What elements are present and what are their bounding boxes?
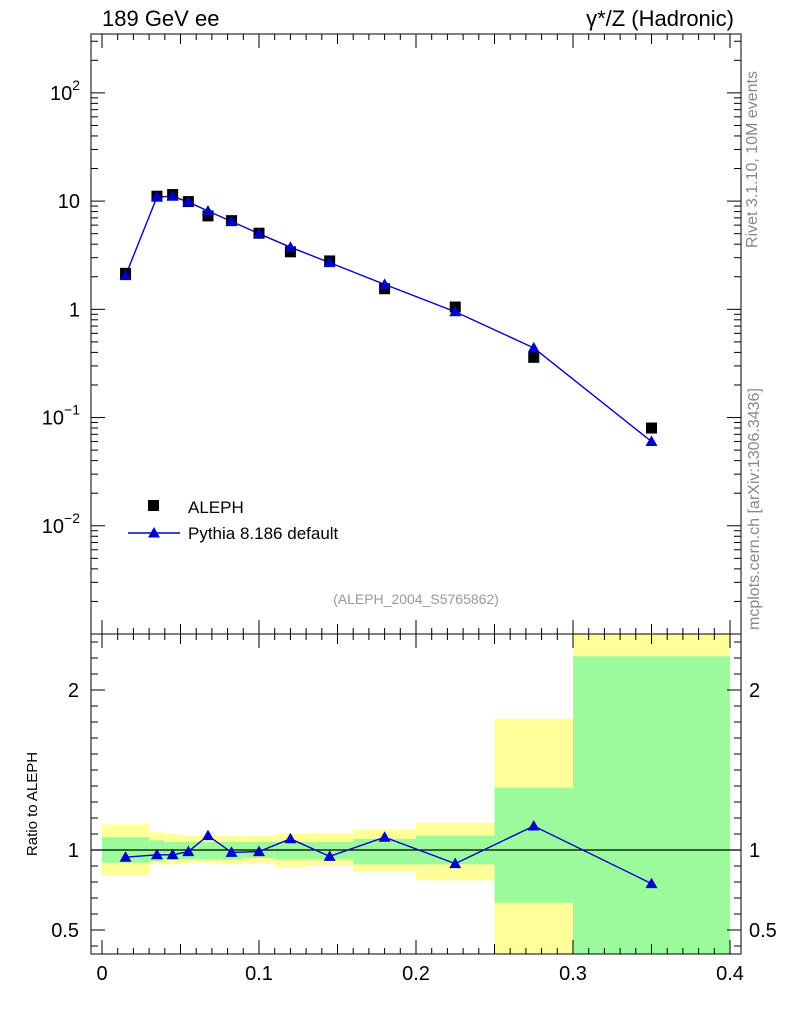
header-left: 189 GeV ee xyxy=(102,6,220,31)
main-mc-point xyxy=(201,205,214,216)
ratio-y-tick-label-right: 1 xyxy=(749,840,760,862)
main-y-tick-label: 10 xyxy=(58,191,80,213)
ratio-y-tick-label-right: 0.5 xyxy=(749,920,777,942)
main-y-tick-label: 10−2 xyxy=(42,510,80,538)
main-data-point xyxy=(284,246,296,258)
main-mc-point xyxy=(119,269,132,281)
ratio-mc-point xyxy=(201,829,214,841)
ratio-mc-point xyxy=(323,850,336,861)
ratio-y-axis-label: Ratio to ALEPH xyxy=(24,752,41,856)
ratio-mc-point xyxy=(253,845,265,857)
main-mc-point xyxy=(449,305,462,317)
legend-mc-marker xyxy=(148,527,160,538)
ratio-y-tick-label-right: 2 xyxy=(749,680,760,702)
legend-data-marker xyxy=(148,500,159,511)
ratio-band-inner xyxy=(353,838,416,865)
ratio-mc-point xyxy=(527,820,540,831)
ratio-y-tick-label-left: 1 xyxy=(68,840,79,862)
main-mc-series-line xyxy=(124,195,652,443)
main-mc-point xyxy=(182,196,195,207)
main-y-tick-label: 1 xyxy=(69,299,80,321)
ratio-mc-point xyxy=(645,877,658,889)
main-mc-point xyxy=(323,256,336,268)
main-plot-frame xyxy=(90,33,742,635)
main-mc-point xyxy=(284,241,297,252)
legend-data-label: ALEPH xyxy=(188,498,244,517)
ratio-y-tick-label-left: 0.5 xyxy=(51,920,79,942)
ratio-mc-point xyxy=(166,848,179,860)
main-mc-point xyxy=(645,435,658,447)
ratio-band-inner xyxy=(573,656,730,954)
x-tick-label: 0 xyxy=(96,963,107,985)
ratio-band-inner xyxy=(196,842,220,860)
x-tick-label: 0.1 xyxy=(245,963,273,985)
ratio-band-inner xyxy=(274,842,307,860)
main-mc-point xyxy=(166,190,179,201)
ratio-mc-point xyxy=(150,848,163,860)
main-mc-point xyxy=(225,215,238,226)
main-mc-point xyxy=(378,278,391,289)
x-tick-label: 0.2 xyxy=(402,963,430,985)
main-mc-point xyxy=(150,191,163,202)
ratio-mc-point xyxy=(182,845,195,857)
ratio-band-inner xyxy=(494,787,573,903)
main-y-tick-label: 10−1 xyxy=(42,402,80,430)
main-data-point xyxy=(202,210,214,222)
ratio-mc-point xyxy=(119,851,132,862)
main-mc-point xyxy=(253,227,265,239)
main-data-point xyxy=(646,422,657,434)
ratio-mc-point xyxy=(284,832,297,844)
ratio-mc-point xyxy=(225,846,238,857)
main-y-tick-label: 102 xyxy=(50,77,80,105)
main-mc-point xyxy=(527,341,540,353)
legend-mc-label: Pythia 8.186 default xyxy=(188,524,339,543)
x-tick-label: 0.4 xyxy=(716,963,744,985)
x-tick-label: 0.3 xyxy=(559,963,587,985)
ratio-mc-point xyxy=(449,857,462,869)
analysis-id-annotation: (ALEPH_2004_S5765862) xyxy=(333,591,499,607)
main-data-point xyxy=(528,351,540,363)
header-right: γ*/Z (Hadronic) xyxy=(586,6,734,31)
ratio-y-tick-label-left: 2 xyxy=(68,680,79,702)
ratio-mc-point xyxy=(378,831,391,842)
